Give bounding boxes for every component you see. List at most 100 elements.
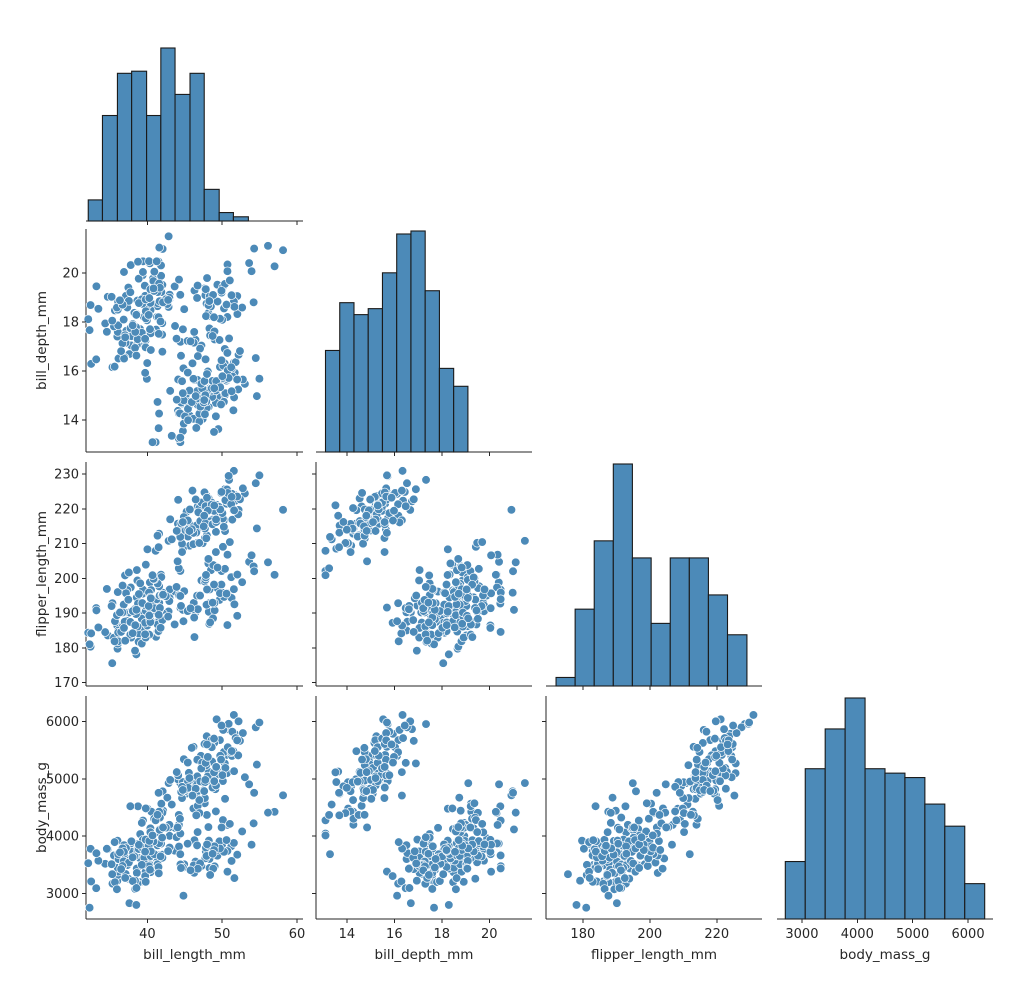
scatter-point: [172, 767, 182, 777]
scatter-point: [427, 884, 437, 894]
scatter-point: [137, 818, 147, 828]
x-tick-label: 20: [481, 927, 498, 942]
scatter-point: [219, 522, 229, 532]
scatter-point: [634, 863, 644, 873]
scatter-point: [86, 628, 96, 639]
histogram-flipper_length_mm: [546, 463, 762, 687]
scatter-point: [188, 374, 199, 384]
scatter-point: [453, 554, 463, 564]
scatter-point: [102, 327, 112, 337]
scatter-point: [359, 743, 370, 753]
scatter-point: [373, 500, 383, 511]
scatter-point: [146, 593, 156, 603]
scatter-point: [84, 325, 95, 335]
scatter-point: [496, 863, 506, 874]
scatter-point: [495, 627, 506, 637]
scatter-point: [442, 620, 452, 630]
scatter-point: [86, 876, 96, 887]
hist-bar: [160, 47, 176, 222]
scatter-point: [187, 790, 198, 801]
scatter-point: [147, 830, 158, 841]
scatter-point: [235, 346, 245, 356]
scatter-point: [203, 554, 214, 564]
scatter-point: [712, 795, 723, 805]
scatter-point: [634, 815, 644, 826]
scatter-point: [612, 898, 622, 908]
scatter-point: [424, 570, 434, 581]
scatter-point: [209, 500, 219, 511]
scatter-point: [392, 891, 402, 901]
scatter-point: [91, 883, 101, 893]
scatter-point: [106, 859, 117, 869]
scatter-point: [710, 733, 720, 744]
scatter-point: [263, 557, 273, 567]
scatter-point: [144, 601, 154, 611]
scatter-point: [422, 636, 432, 646]
scatter-point: [211, 514, 221, 525]
hist-bar: [453, 385, 469, 453]
scatter-point: [232, 850, 242, 860]
scatter-point: [411, 484, 421, 494]
scatter-point: [191, 810, 201, 820]
scatter-point: [362, 526, 372, 536]
scatter-point: [202, 739, 212, 750]
hist-bar: [324, 349, 341, 453]
scatter-point: [194, 795, 204, 805]
scatter-point: [176, 601, 186, 611]
scatter-point: [244, 258, 254, 268]
scatter-point: [201, 284, 211, 294]
scatter-point: [486, 603, 496, 613]
scatter-point: [252, 759, 262, 770]
scatter-point: [191, 494, 201, 505]
scatter-point: [440, 588, 450, 598]
scatter-point: [744, 717, 754, 728]
scatter-point: [421, 475, 431, 485]
scatter-point: [421, 582, 431, 592]
hist-bar: [864, 768, 886, 920]
scatter-point: [102, 844, 112, 854]
scatter-point: [325, 849, 335, 859]
scatter-point: [721, 784, 731, 794]
scatter-point: [185, 603, 196, 613]
scatter-point: [401, 501, 411, 511]
scatter-point: [382, 470, 392, 481]
scatter-point: [158, 822, 168, 833]
scatter-point: [154, 610, 164, 620]
scatter-point: [177, 376, 187, 386]
scatter-point: [491, 807, 501, 817]
scatter-point: [222, 348, 233, 358]
y-tick-label: 20: [62, 267, 79, 282]
scatter-point: [207, 597, 218, 608]
scatter-point: [167, 534, 177, 544]
scatter-point: [220, 794, 230, 804]
scatter-point: [358, 539, 368, 549]
scatter-point: [628, 778, 638, 788]
scatter-point: [423, 597, 434, 608]
scatter-point: [228, 405, 239, 415]
scatter-point: [211, 714, 222, 724]
scatter-point: [212, 562, 223, 573]
scatter-point: [113, 587, 123, 597]
scatter-point: [165, 386, 175, 396]
scatter-point: [203, 752, 213, 762]
scatter-point: [370, 746, 380, 756]
scatter-point: [178, 324, 188, 334]
scatter-point: [153, 542, 164, 552]
scatter-point: [227, 492, 237, 502]
scatter-point: [134, 840, 144, 850]
hist-bar: [944, 825, 966, 920]
scatter-point: [477, 537, 487, 547]
scatter-point: [119, 314, 129, 325]
hist-bar: [631, 557, 652, 687]
scatter-point: [333, 511, 343, 521]
scatter-point: [170, 321, 180, 331]
scatter-point: [334, 542, 344, 552]
scatter-point: [200, 409, 210, 419]
scatter-point: [153, 423, 164, 433]
scatter-point: [520, 536, 530, 546]
hist-bar: [424, 290, 440, 453]
scatter-point: [443, 544, 453, 554]
scatter-point: [441, 579, 452, 590]
scatter-point: [107, 658, 117, 668]
